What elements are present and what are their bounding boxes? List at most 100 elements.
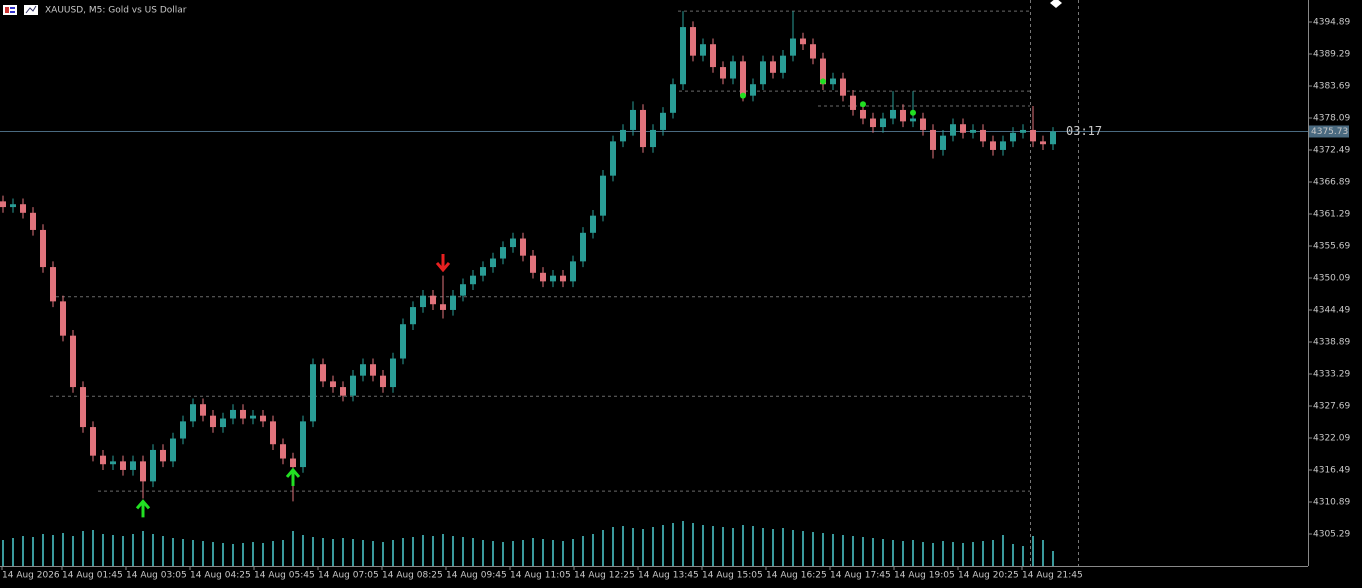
symbol-icons bbox=[3, 5, 38, 15]
y-tick-label: 4355.69 bbox=[1313, 242, 1350, 252]
volume-bar bbox=[1022, 546, 1024, 566]
volume-bar bbox=[572, 539, 574, 566]
volume-bar bbox=[92, 530, 94, 566]
candle-body bbox=[900, 109, 906, 122]
candle-body bbox=[630, 109, 636, 130]
candle-body bbox=[1050, 131, 1056, 145]
candle-body bbox=[750, 84, 756, 96]
volume-bar bbox=[912, 540, 914, 566]
x-tick-label: 14 Aug 2026 bbox=[2, 571, 60, 581]
volume-bar bbox=[552, 540, 554, 566]
candle-body bbox=[170, 438, 176, 462]
candle-body bbox=[710, 44, 716, 68]
candle-body bbox=[540, 272, 546, 282]
signal-dot bbox=[820, 78, 826, 85]
volume-bar bbox=[312, 537, 314, 566]
volume-bar bbox=[752, 526, 754, 566]
volume-bar bbox=[272, 541, 274, 566]
volume-bar bbox=[402, 538, 404, 566]
candle-body bbox=[720, 67, 726, 79]
volume-bar bbox=[922, 542, 924, 566]
volume-bar bbox=[492, 541, 494, 566]
candle-body bbox=[700, 44, 706, 56]
y-tick-label: 4327.69 bbox=[1313, 402, 1350, 412]
candle-body bbox=[860, 109, 866, 119]
y-tick-label: 4338.89 bbox=[1313, 338, 1350, 348]
volume-bar bbox=[632, 528, 634, 566]
x-tick-label: 14 Aug 13:45 bbox=[638, 571, 699, 581]
candle-body bbox=[240, 409, 246, 419]
x-tick-label: 14 Aug 03:05 bbox=[126, 571, 187, 581]
candle-body bbox=[360, 364, 366, 376]
y-tick-label: 4383.69 bbox=[1313, 82, 1350, 92]
candle-body bbox=[670, 84, 676, 113]
volume-bar bbox=[32, 537, 34, 566]
candle-body bbox=[500, 247, 506, 259]
volume-bar bbox=[202, 541, 204, 566]
volume-bar bbox=[22, 536, 24, 566]
volume-bar bbox=[262, 543, 264, 566]
volume-bar bbox=[612, 527, 614, 566]
candle-body bbox=[960, 124, 966, 133]
candle-body bbox=[140, 461, 146, 482]
x-tick-label: 14 Aug 07:05 bbox=[318, 571, 379, 581]
candle-body bbox=[1030, 129, 1036, 142]
x-tick-label: 14 Aug 19:05 bbox=[894, 571, 955, 581]
x-tick-label: 14 Aug 09:45 bbox=[446, 571, 507, 581]
volume-bar bbox=[112, 535, 114, 566]
volume-bar bbox=[152, 534, 154, 566]
y-tick-label: 4344.49 bbox=[1313, 306, 1350, 316]
candle-body bbox=[370, 364, 376, 376]
x-tick-label: 14 Aug 21:45 bbox=[1022, 571, 1083, 581]
volume-bar bbox=[762, 528, 764, 566]
candle-body bbox=[980, 129, 986, 142]
y-tick-label: 4389.29 bbox=[1313, 50, 1350, 60]
candle-body bbox=[490, 258, 496, 268]
volume-bar bbox=[372, 541, 374, 566]
x-tick-label: 14 Aug 20:25 bbox=[958, 571, 1019, 581]
volume-bar bbox=[302, 535, 304, 566]
shift-marker[interactable] bbox=[1050, 0, 1062, 8]
candle-body bbox=[890, 109, 896, 119]
volume-bar bbox=[482, 540, 484, 566]
volume-bar bbox=[642, 529, 644, 566]
candle-body bbox=[600, 175, 606, 216]
signal-arrow bbox=[435, 253, 451, 273]
candle-body bbox=[20, 204, 26, 213]
volume-bar bbox=[542, 539, 544, 566]
candle-body bbox=[990, 141, 996, 150]
volume-bar bbox=[342, 538, 344, 566]
volume-bar bbox=[822, 533, 824, 566]
candle-body bbox=[0, 201, 6, 208]
candle-body bbox=[970, 129, 976, 133]
volume-bar bbox=[242, 543, 244, 566]
volume-bar bbox=[982, 541, 984, 566]
volume-bar bbox=[722, 527, 724, 566]
candle-body bbox=[590, 215, 596, 233]
candle-body bbox=[190, 404, 196, 422]
candle-body bbox=[460, 284, 466, 296]
volume-bar bbox=[12, 538, 14, 566]
volume-bar bbox=[292, 531, 294, 566]
x-tick-label: 14 Aug 08:25 bbox=[382, 571, 443, 581]
volume-bar bbox=[942, 541, 944, 566]
volume-bar bbox=[532, 538, 534, 566]
candle-body bbox=[880, 118, 886, 128]
volume-bar bbox=[772, 529, 774, 566]
volume-bar bbox=[282, 540, 284, 566]
volume-bar bbox=[992, 540, 994, 566]
candle-body bbox=[410, 307, 416, 325]
y-tick-label: 4366.89 bbox=[1313, 178, 1350, 188]
candle-body bbox=[480, 267, 486, 276]
chart-title: XAUUSD, M5: Gold vs US Dollar bbox=[45, 6, 187, 16]
candle-body bbox=[1000, 141, 1006, 150]
candle-body bbox=[550, 275, 556, 282]
candle-body bbox=[870, 118, 876, 128]
candle-body bbox=[470, 275, 476, 285]
candle-body bbox=[530, 255, 536, 273]
y-tick-label: 4316.49 bbox=[1313, 466, 1350, 476]
volume-bar bbox=[222, 543, 224, 566]
candle-body bbox=[730, 61, 736, 79]
y-tick-label: 4361.29 bbox=[1313, 210, 1350, 220]
volume-bar bbox=[892, 540, 894, 566]
